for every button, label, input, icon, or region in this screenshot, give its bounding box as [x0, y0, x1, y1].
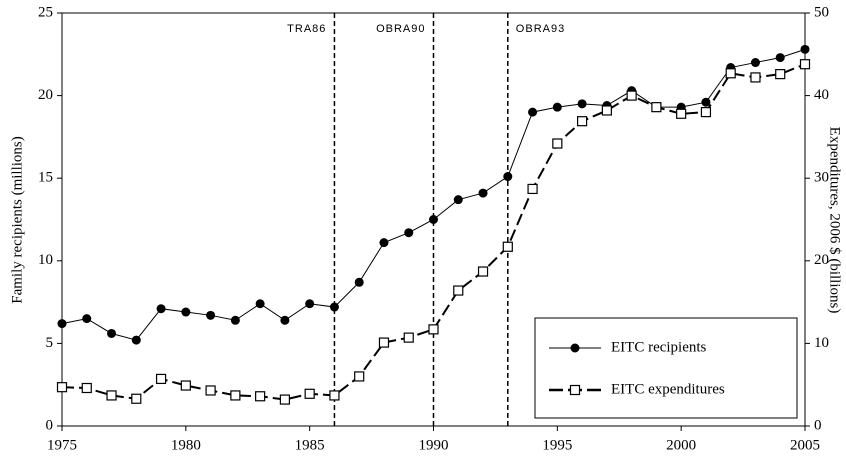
point	[205, 385, 216, 396]
event-label: TRA86	[287, 23, 326, 35]
y-tick-label: 25	[38, 4, 53, 20]
point	[577, 99, 587, 109]
y-tick-label: 0	[46, 417, 54, 433]
point	[700, 107, 712, 118]
point	[428, 324, 439, 335]
point	[477, 266, 489, 277]
point	[206, 310, 216, 320]
point	[329, 302, 339, 312]
point	[378, 337, 390, 348]
x-tick-label: 1980	[171, 437, 201, 453]
event-label: OBRA93	[516, 23, 565, 35]
point	[155, 373, 167, 385]
point	[403, 332, 414, 343]
x-tick-label: 2005	[790, 437, 820, 453]
point	[56, 382, 68, 393]
y2-tick-label: 0	[814, 417, 822, 433]
point	[156, 304, 166, 314]
point	[354, 371, 365, 382]
y2-axis-label: Expenditures, 2006 $ (billions)	[827, 127, 843, 314]
point	[81, 382, 92, 394]
legend-label: EITC expenditures	[611, 381, 725, 397]
event-label: OBRA90	[376, 23, 425, 35]
point	[181, 307, 191, 317]
point	[527, 183, 538, 195]
y-axis-label: Family recipients (millions)	[9, 136, 25, 303]
x-tick-label: 1985	[295, 437, 325, 453]
point	[180, 380, 191, 391]
point	[528, 107, 538, 117]
point	[305, 299, 315, 309]
point	[230, 390, 241, 401]
point	[131, 393, 142, 404]
point	[255, 299, 265, 309]
point	[750, 72, 761, 83]
point	[82, 314, 92, 324]
point	[304, 388, 315, 399]
point	[502, 241, 513, 252]
y-tick-label: 5	[46, 335, 54, 351]
point	[453, 195, 463, 205]
y2-tick-label: 30	[814, 170, 829, 186]
point	[552, 138, 563, 149]
y2-tick-label: 20	[814, 252, 829, 268]
point	[453, 285, 464, 296]
point	[280, 315, 290, 325]
point	[329, 390, 340, 401]
legend-marker	[570, 343, 580, 353]
y-tick-label: 10	[38, 252, 53, 268]
y-tick-label: 15	[38, 170, 53, 186]
x-tick-label: 2000	[666, 437, 696, 453]
legend-label: EITC recipients	[611, 339, 707, 355]
point	[255, 391, 266, 402]
point	[354, 277, 364, 287]
point	[775, 69, 786, 80]
point	[800, 44, 810, 54]
point	[57, 319, 67, 329]
point	[230, 315, 240, 325]
x-tick-label: 1995	[542, 437, 572, 453]
y2-tick-label: 40	[814, 87, 829, 103]
point	[279, 394, 290, 405]
point	[775, 53, 785, 63]
point	[701, 97, 711, 107]
point	[404, 228, 414, 238]
y2-tick-label: 10	[814, 335, 829, 351]
y-tick-label: 20	[38, 87, 53, 103]
point	[750, 58, 760, 68]
point	[552, 102, 562, 112]
x-tick-label: 1990	[419, 437, 449, 453]
point	[676, 108, 687, 119]
point	[503, 172, 513, 182]
point	[651, 102, 662, 113]
point	[478, 188, 488, 198]
point	[799, 59, 811, 70]
point	[379, 238, 389, 248]
legend-box	[534, 317, 798, 419]
point	[725, 68, 736, 79]
x-tick-label: 1975	[47, 437, 77, 453]
y2-tick-label: 50	[814, 4, 829, 20]
point	[131, 335, 141, 345]
point	[576, 116, 588, 127]
point	[626, 90, 637, 101]
point	[601, 105, 612, 116]
point	[429, 215, 438, 224]
point	[106, 390, 117, 401]
legend-marker	[569, 384, 581, 396]
point	[107, 328, 117, 338]
